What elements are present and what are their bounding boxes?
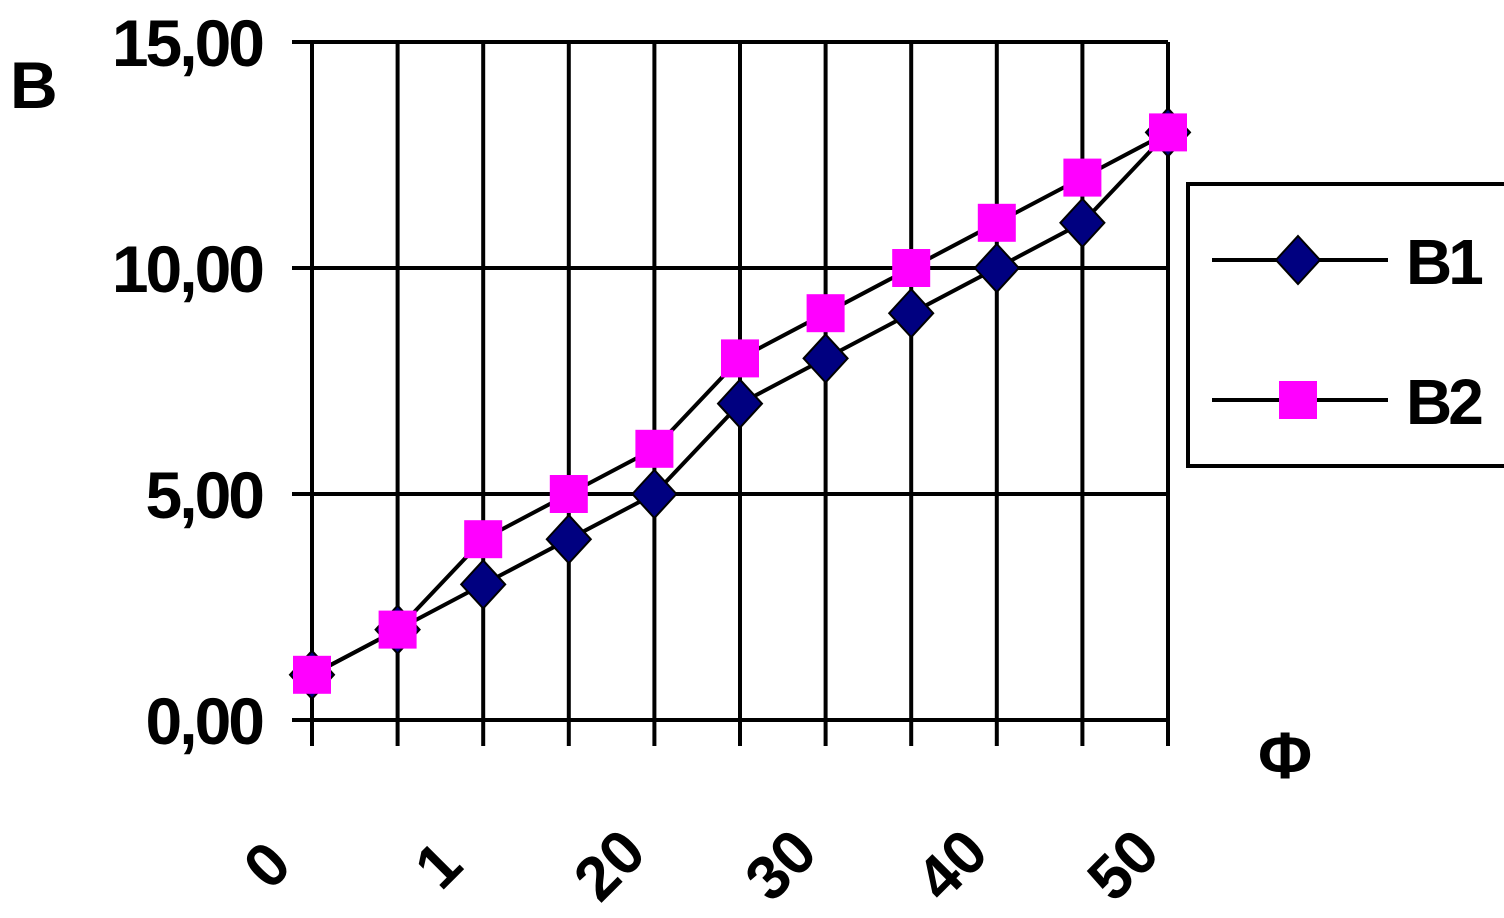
legend-marker-b1 bbox=[1274, 234, 1322, 286]
x-tick-label: 30 bbox=[732, 817, 830, 915]
x-tick-label: 0 bbox=[231, 829, 304, 902]
legend: B1 B2 bbox=[1186, 182, 1504, 468]
y-axis-label: B bbox=[10, 48, 58, 122]
data-point-b2 bbox=[464, 520, 503, 559]
legend-item-b2: B2 bbox=[1212, 366, 1486, 438]
x-tick-labels: 0 1 20 30 40 50 bbox=[231, 817, 1172, 915]
data-point-b1 bbox=[459, 558, 507, 610]
legend-marker-b2 bbox=[1279, 381, 1317, 419]
x-axis-label: Φ bbox=[1258, 718, 1312, 792]
data-point-b1 bbox=[973, 242, 1021, 294]
data-point-b1 bbox=[716, 378, 764, 430]
data-point-b2 bbox=[721, 339, 759, 378]
x-tick-label: 40 bbox=[904, 817, 1002, 915]
data-point-b2 bbox=[635, 429, 674, 468]
legend-label-b2: B2 bbox=[1406, 366, 1482, 438]
x-tick-label: 20 bbox=[561, 817, 659, 915]
data-point-b2 bbox=[549, 475, 588, 513]
legend-label-b1: B1 bbox=[1406, 226, 1482, 298]
x-tick-label: 50 bbox=[1075, 817, 1173, 915]
data-point-b2 bbox=[977, 203, 1016, 242]
data-point-b2 bbox=[806, 294, 845, 333]
y-tick-labels: 0,00 5,00 10,00 15,00 bbox=[112, 6, 265, 758]
x-tick-label: 1 bbox=[402, 829, 475, 902]
data-point-b2 bbox=[293, 655, 331, 694]
y-tick-label: 5,00 bbox=[146, 458, 263, 532]
data-point-b2 bbox=[892, 249, 931, 287]
series-layer bbox=[288, 106, 1192, 701]
y-tick-label: 15,00 bbox=[112, 6, 262, 80]
series-b2 bbox=[293, 113, 1187, 694]
data-point-b1 bbox=[1059, 197, 1106, 249]
data-point-b1 bbox=[802, 332, 849, 384]
data-point-b1 bbox=[545, 513, 593, 565]
data-point-b2 bbox=[378, 610, 417, 649]
data-point-b1 bbox=[631, 468, 678, 520]
legend-item-b1: B1 bbox=[1212, 226, 1486, 298]
y-tick-label: 0,00 bbox=[146, 684, 263, 758]
data-point-b2 bbox=[1063, 158, 1102, 197]
data-point-b1 bbox=[887, 287, 935, 339]
data-point-b2 bbox=[1149, 113, 1187, 152]
legend-box bbox=[1186, 182, 1504, 468]
y-tick-label: 10,00 bbox=[112, 232, 262, 306]
axes bbox=[292, 40, 1170, 746]
